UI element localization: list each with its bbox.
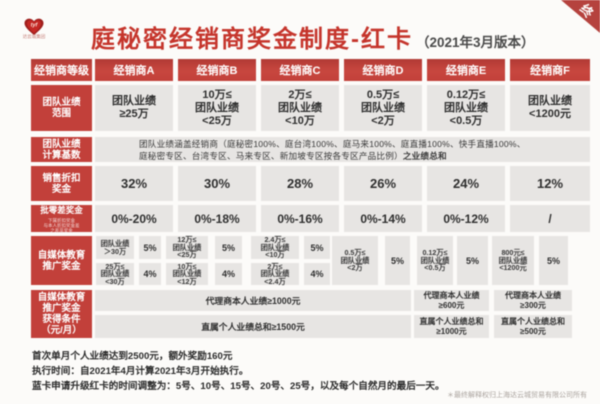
svg-text:tyf: tyf [31,23,39,29]
